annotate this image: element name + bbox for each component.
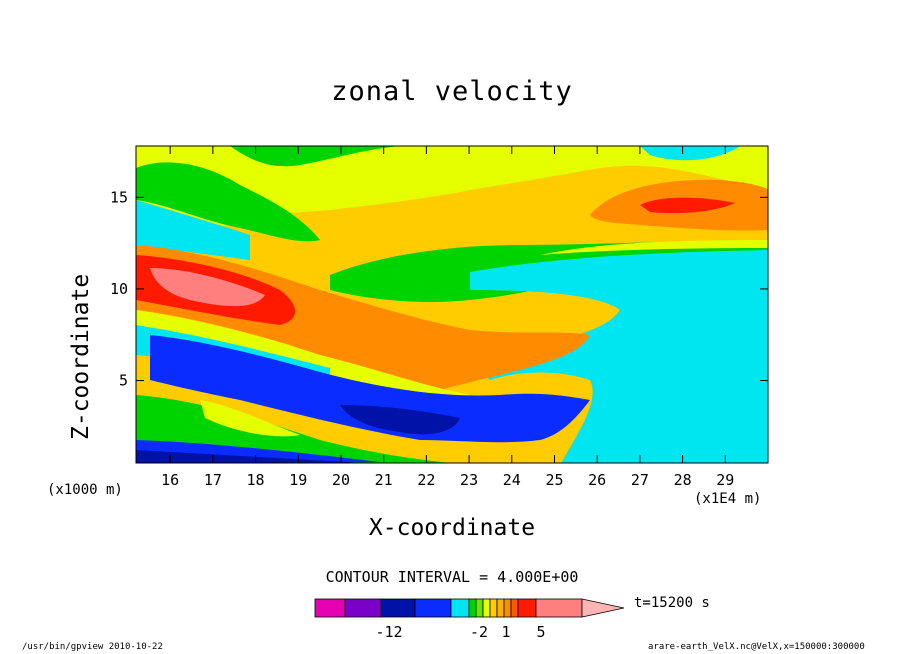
region-blue [150,335,590,443]
colorbar-cell [510,598,519,618]
x-tick-label: 18 [247,471,265,489]
colorbar-cell [535,598,583,618]
colorbar-label: 5 [536,623,545,641]
x-tick-label: 19 [289,471,307,489]
colorbar-cell [517,598,537,618]
colorbar-arrow [581,598,625,618]
x-tick-label: 26 [588,471,606,489]
x-tick-label: 24 [503,471,521,489]
plot-frame [135,145,769,464]
x-tick-label: 28 [674,471,692,489]
y-tick-label: 10 [110,280,128,298]
region-yellow-lower [136,310,470,410]
x-tick-label: 20 [332,471,350,489]
time-label: t=15200 s [634,595,710,611]
footer-left: /usr/bin/gpview 2010-10-22 [22,642,163,652]
axes: 16 17 18 19 20 21 22 23 24 25 26 27 28 29 5 10 15 [110,145,769,489]
colorbar-cell [450,598,470,618]
region-green-left [136,162,320,242]
region-red-right [640,197,735,214]
y-tick-label: 15 [110,188,128,206]
colorbar-label: -12 [375,623,402,641]
region-cyan-top [640,146,740,161]
region-green-top [136,146,400,167]
x-unit-right: (x1E4 m) [694,491,762,507]
region-yellow-top [136,146,768,240]
region-cyan-right [470,250,768,463]
x-axis-label: X-coordinate [368,515,536,541]
contour-fill [136,146,768,463]
colorbar-label: -2 [470,623,488,641]
colorbar-cell [344,598,382,618]
colorbar-cell [475,598,484,618]
colorbar: -12 -2 1 5 [314,598,625,641]
colorbar-cell [414,598,452,618]
colorbar-cell [468,598,477,618]
region-darkblue [340,405,460,435]
y-axis-label: Z-coordinate [68,273,94,440]
colorbar-cell [482,598,491,618]
colorbar-label: 1 [501,623,510,641]
chart-title: zonal velocity [331,76,573,107]
region-yellow-thin [540,240,768,255]
y-tick-label: 5 [119,372,128,390]
region-cyan-left [136,200,250,260]
colorbar-cell [496,598,505,618]
x-ticks: 16 17 18 19 20 21 22 23 24 25 26 27 28 29 [161,146,734,489]
region-yellow-bottom [200,400,300,437]
y-ticks: 5 10 15 [110,188,768,390]
x-tick-label: 29 [716,471,734,489]
x-tick-label: 25 [545,471,563,489]
x-tick-label: 27 [631,471,649,489]
x-unit-left: (x1000 m) [47,482,123,498]
region-darkblue-bottom [136,450,365,463]
contour-interval: CONTOUR INTERVAL = 4.000E+00 [325,568,579,586]
colorbar-cell [489,598,498,618]
x-tick-label: 22 [417,471,435,489]
x-tick-label: 23 [460,471,478,489]
colorbar-cell [380,598,416,618]
footer-right: arare-earth_VelX.nc@VelX,x=150000:300000 [648,642,865,652]
colorbar-cell [503,598,512,618]
region-pink-core [150,268,265,307]
x-tick-label: 17 [204,471,222,489]
x-tick-label: 16 [161,471,179,489]
x-tick-label: 21 [375,471,393,489]
colorbar-cell [314,598,346,618]
